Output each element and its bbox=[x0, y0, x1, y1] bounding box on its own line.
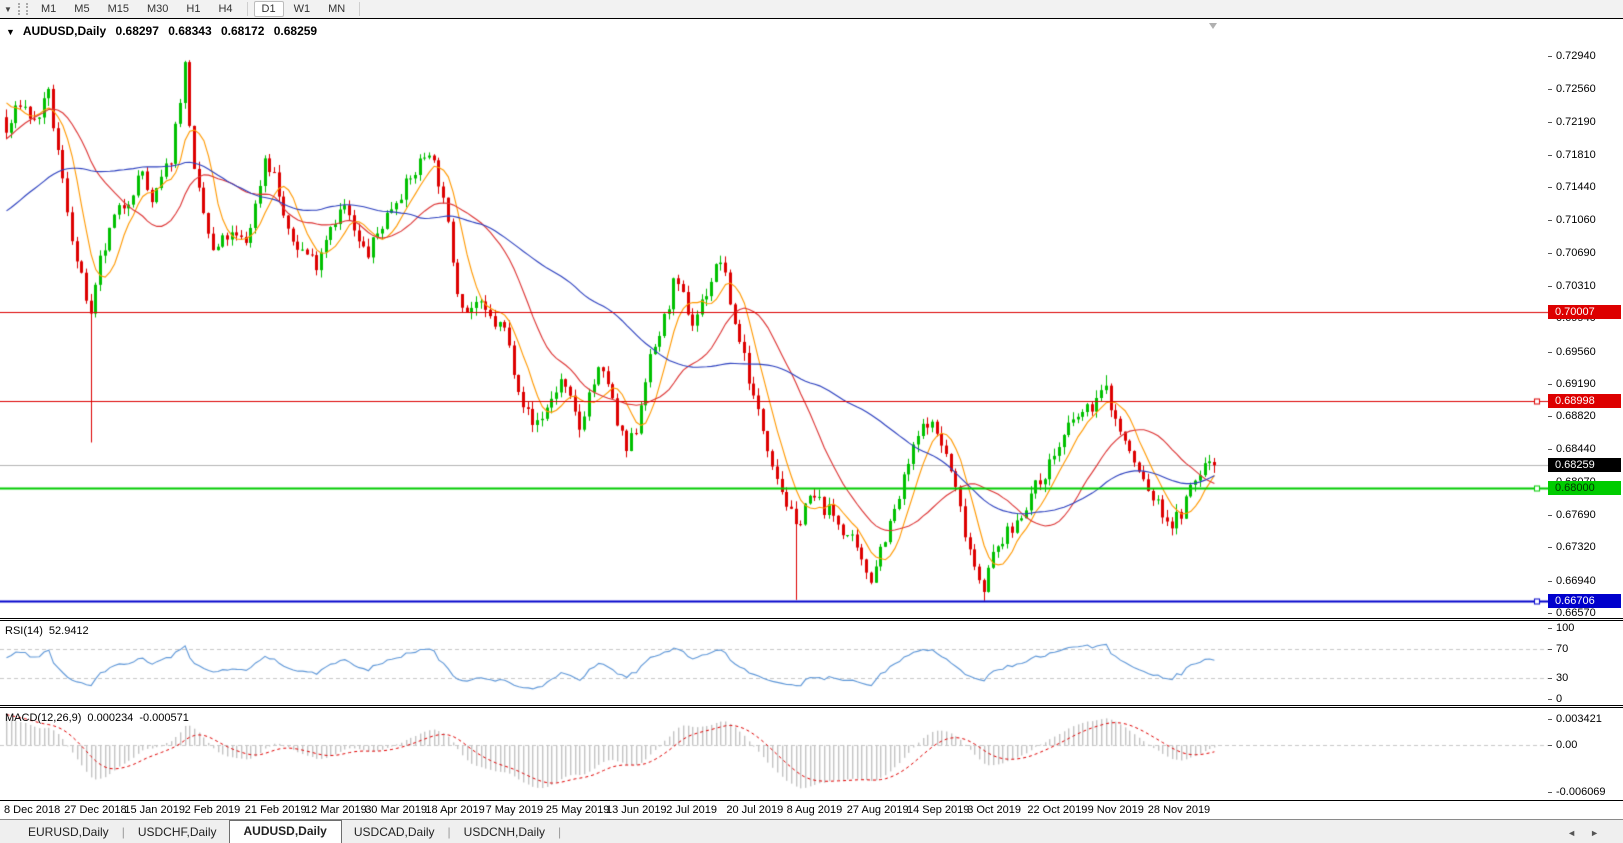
price-tick: 0.69190 bbox=[1548, 378, 1596, 391]
timeframe-m15[interactable]: M15 bbox=[107, 3, 129, 15]
date-label: 2 Feb 2019 bbox=[184, 804, 241, 816]
tab-scroll-right-icon[interactable]: ► bbox=[1590, 828, 1613, 838]
tab-scroll-left-icon[interactable]: ◄ bbox=[1567, 828, 1591, 838]
price-tick: 0.71440 bbox=[1548, 181, 1596, 194]
chart-canvas[interactable] bbox=[0, 19, 1548, 801]
quote-open: 0.68297 bbox=[115, 24, 159, 38]
date-label: 30 Mar 2019 bbox=[365, 804, 427, 816]
date-label: 8 Aug 2019 bbox=[786, 804, 843, 816]
timeframe-d1[interactable]: D1 bbox=[253, 1, 284, 17]
price-tick: 0.69560 bbox=[1548, 346, 1596, 359]
tab-audusd[interactable]: AUDUSD,Daily bbox=[228, 820, 342, 843]
timeframe-m1[interactable]: M1 bbox=[41, 3, 57, 15]
date-label: 15 Jan 2019 bbox=[124, 804, 185, 816]
price-tick: 0.72940 bbox=[1548, 50, 1596, 63]
price-tick: 0.67690 bbox=[1548, 509, 1596, 522]
chart-plot-area bbox=[0, 19, 1548, 801]
macd-tick: 0.003421 bbox=[1548, 713, 1602, 726]
date-label: 27 Aug 2019 bbox=[846, 804, 909, 816]
date-label: 20 Jul 2019 bbox=[726, 804, 784, 816]
chart-title-dropdown-icon[interactable]: ▼ bbox=[6, 27, 15, 37]
date-label: 14 Sep 2019 bbox=[907, 804, 970, 816]
date-label: 2 Jul 2019 bbox=[666, 804, 717, 816]
chart-symbol-label: AUDUSD,Daily bbox=[22, 24, 107, 38]
price-level-tag: 0.66706 bbox=[1548, 594, 1621, 609]
macd-label: MACD(12,26,9) 0.000234 -0.000571 bbox=[5, 712, 189, 724]
tab-separator: | bbox=[447, 825, 451, 839]
chart-title: ▼ AUDUSD,Daily 0.68297 0.68343 0.68172 0… bbox=[6, 24, 323, 38]
date-label: 9 Nov 2019 bbox=[1087, 804, 1144, 816]
timeframe-w1[interactable]: W1 bbox=[293, 3, 311, 15]
timeframe-toolbar: ▼ M1 M5 M15 M30 H1 H4 D1 W1 MN bbox=[0, 0, 1623, 19]
price-tick: 0.71060 bbox=[1548, 214, 1596, 227]
date-label: 7 May 2019 bbox=[485, 804, 544, 816]
price-level-tag: 0.70007 bbox=[1548, 305, 1621, 320]
rsi-tick: 30 bbox=[1548, 672, 1568, 685]
date-label: 12 Mar 2019 bbox=[305, 804, 367, 816]
tab-usdcad[interactable]: USDCAD,Daily bbox=[353, 825, 435, 839]
price-level-tag: 0.68000 bbox=[1548, 480, 1621, 495]
price-tick: 0.66940 bbox=[1548, 575, 1596, 588]
date-label: 21 Feb 2019 bbox=[244, 804, 307, 816]
quote-close: 0.68259 bbox=[273, 24, 318, 38]
date-axis: 8 Dec 2018 27 Dec 2018 15 Jan 2019 2 Feb 20… bbox=[0, 800, 1623, 819]
date-label: 8 Dec 2018 bbox=[4, 804, 61, 816]
macd-tick: -0.006069 bbox=[1548, 786, 1606, 799]
price-tick: 0.68820 bbox=[1548, 410, 1596, 423]
toolbar-dropdown-icon[interactable]: ▼ bbox=[4, 4, 12, 14]
chart-tab-bar: EURUSD,Daily | USDCHF,Daily AUDUSD,Daily USD… bbox=[0, 819, 1623, 843]
rsi-tick: 100 bbox=[1548, 622, 1574, 635]
timeframe-h4[interactable]: H4 bbox=[218, 3, 233, 15]
tab-scroll-arrows: ◄► bbox=[1567, 828, 1613, 838]
tab-separator: | bbox=[558, 825, 562, 839]
toolbar-separator bbox=[246, 2, 248, 16]
price-tick: 0.71810 bbox=[1548, 149, 1596, 162]
price-tick: 0.70690 bbox=[1548, 247, 1596, 260]
rsi-tick: 70 bbox=[1548, 643, 1568, 656]
date-label: 3 Oct 2019 bbox=[967, 804, 1022, 816]
current-price-tag: 0.68259 bbox=[1548, 458, 1621, 473]
symbol-tabs: EURUSD,Daily | USDCHF,Daily AUDUSD,Daily USD… bbox=[16, 820, 562, 843]
tab-separator: | bbox=[121, 825, 125, 839]
rsi-tick: 0 bbox=[1548, 693, 1562, 706]
date-label: 13 Jun 2019 bbox=[606, 804, 667, 816]
tab-usdcnh[interactable]: USDCNH,Daily bbox=[463, 825, 546, 839]
toolbar-separator bbox=[359, 2, 361, 16]
price-tick: 0.68440 bbox=[1548, 443, 1596, 456]
date-label: 25 May 2019 bbox=[545, 804, 610, 816]
rsi-label: RSI(14) 52.9412 bbox=[5, 625, 89, 637]
price-level-tag: 0.68998 bbox=[1548, 393, 1621, 408]
tab-usdchf[interactable]: USDCHF,Daily bbox=[137, 825, 217, 839]
quote-low: 0.68172 bbox=[220, 24, 265, 38]
date-label: 22 Oct 2019 bbox=[1027, 804, 1088, 816]
rsi-pane-separator[interactable] bbox=[0, 618, 1623, 621]
chart-window: ▼ AUDUSD,Daily 0.68297 0.68343 0.68172 0… bbox=[0, 18, 1623, 801]
timeframe-h1[interactable]: H1 bbox=[186, 3, 201, 15]
timeframe-mn[interactable]: MN bbox=[328, 3, 346, 15]
tab-eurusd[interactable]: EURUSD,Daily bbox=[28, 825, 109, 839]
price-axis: 0.72940 0.72560 0.72190 0.71810 0.71440 0.710… bbox=[1548, 19, 1623, 801]
macd-pane-separator[interactable] bbox=[0, 705, 1623, 708]
price-tick: 0.72190 bbox=[1548, 116, 1596, 129]
date-label: 27 Dec 2018 bbox=[64, 804, 127, 816]
date-label: 18 Apr 2019 bbox=[425, 804, 485, 816]
timeframe-m5[interactable]: M5 bbox=[74, 3, 90, 15]
timeframe-buttons: M1 M5 M15 M30 H1 H4 D1 W1 MN bbox=[32, 1, 354, 17]
macd-tick: 0.00 bbox=[1548, 739, 1577, 752]
timeframe-m30[interactable]: M30 bbox=[146, 3, 169, 15]
date-label: 28 Nov 2019 bbox=[1147, 804, 1211, 816]
quote-high: 0.68343 bbox=[168, 24, 212, 38]
price-tick: 0.67320 bbox=[1548, 541, 1596, 554]
price-tick: 0.66570 bbox=[1548, 607, 1596, 620]
price-tick: 0.72560 bbox=[1548, 83, 1596, 96]
toolbar-grip-handle[interactable] bbox=[18, 3, 28, 15]
chart-shift-marker-icon bbox=[1209, 23, 1217, 29]
price-tick: 0.70310 bbox=[1548, 280, 1596, 293]
